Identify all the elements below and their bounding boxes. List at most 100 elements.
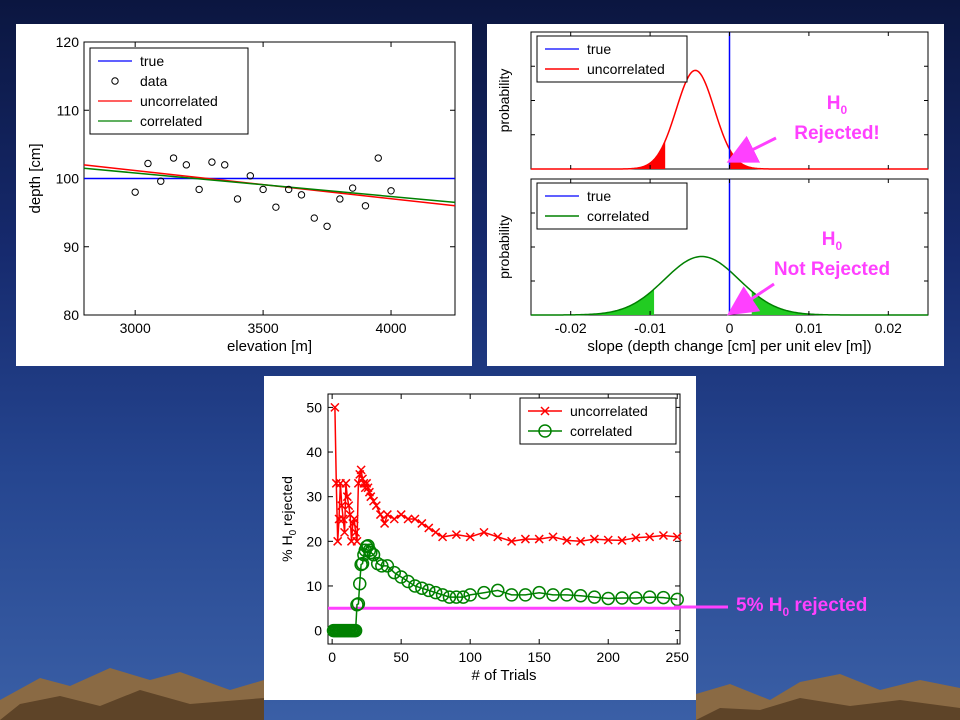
- legend-marker-correlated: [538, 424, 552, 438]
- shaded-tail: [531, 289, 655, 315]
- data-point-uncorrelated: [351, 527, 361, 537]
- data-point-uncorrelated: [342, 492, 352, 502]
- y-tick-label: 10: [306, 578, 322, 594]
- data-point-correlated: [491, 583, 505, 598]
- data-point-uncorrelated: [417, 518, 427, 528]
- data-point-uncorrelated: [369, 496, 379, 506]
- data-point-correlated: [352, 576, 367, 591]
- data-point: [131, 188, 139, 196]
- data-point-uncorrelated: [333, 536, 343, 546]
- elevation-depth-chart: 3000 3500 4000 80 90 100 110 120 elevation [m] de…: [27, 34, 456, 355]
- data-point-uncorrelated: [338, 514, 348, 524]
- data-point-correlated: [573, 589, 588, 603]
- data-point-correlated: [560, 588, 574, 602]
- data-point-uncorrelated: [371, 501, 381, 511]
- data-point-uncorrelated: [479, 527, 489, 537]
- data-point-uncorrelated: [507, 536, 517, 546]
- data-point-uncorrelated: [341, 478, 351, 488]
- data-point-correlated: [629, 591, 643, 605]
- data-point-correlated: [415, 581, 429, 595]
- data-point-correlated: [394, 570, 408, 584]
- data-point-uncorrelated: [380, 518, 390, 528]
- data-point: [144, 159, 152, 168]
- y-tick-label: 0: [314, 623, 322, 639]
- y-tick-label: 20: [306, 533, 322, 549]
- data-point-uncorrelated: [493, 532, 503, 542]
- x-tick-label: 150: [528, 649, 552, 665]
- data-point-uncorrelated: [672, 532, 682, 542]
- data-point-uncorrelated: [375, 510, 385, 520]
- data-point: [336, 195, 344, 203]
- data-point-correlated: [362, 543, 377, 557]
- data-point: [323, 222, 331, 230]
- data-point-correlated: [656, 590, 671, 605]
- h0-not-rejected-annotation: H0 Not Rejected: [752, 228, 912, 282]
- slope-legend-1: [536, 182, 688, 230]
- legend-label-uncorrelated: uncorrelated: [570, 403, 648, 419]
- data-point-uncorrelated: [576, 536, 586, 546]
- slope-distribution-panel: probability true uncorrelated probability tr…: [487, 24, 944, 366]
- data-point-correlated: [463, 588, 477, 602]
- y-tick-label: 50: [306, 399, 322, 415]
- legend-label-uncorrelated: uncorrelated: [140, 93, 218, 109]
- data-point-uncorrelated: [352, 536, 362, 546]
- data-point-uncorrelated: [534, 534, 544, 544]
- data-point-uncorrelated: [340, 527, 350, 537]
- data-point-correlated: [348, 623, 363, 638]
- data-point-correlated: [387, 565, 402, 580]
- elevation-legend: [89, 47, 249, 135]
- data-point-uncorrelated: [617, 535, 627, 545]
- data-point: [284, 185, 293, 194]
- h0-rejected-annotation: H0 Rejected!: [762, 92, 912, 146]
- data-point-uncorrelated: [396, 510, 406, 520]
- data-point: [157, 177, 165, 185]
- data-point-uncorrelated: [645, 532, 655, 542]
- five-percent-annotation: 5% H0 rejected: [736, 595, 868, 619]
- y-axis-label: probability: [496, 215, 512, 279]
- data-point-correlated: [422, 583, 436, 598]
- data-point-uncorrelated: [382, 510, 392, 520]
- data-point-correlated: [401, 574, 415, 589]
- data-point-uncorrelated: [465, 532, 475, 542]
- data-point-uncorrelated: [410, 514, 420, 524]
- series-line-correlated: [83, 167, 456, 204]
- legend-label-data: data: [140, 73, 167, 89]
- data-point: [169, 154, 178, 162]
- data-point-uncorrelated: [337, 501, 347, 511]
- data-point-correlated: [615, 591, 629, 605]
- data-point: [361, 202, 370, 210]
- data-point-uncorrelated: [330, 402, 340, 412]
- data-point: [348, 184, 357, 192]
- rejection-rate-panel: 0 50 100 150 200 250 0 10 20 30 40 50 # of Trials % H…: [264, 376, 696, 700]
- y-axis-label: probability: [496, 69, 512, 133]
- slope-distribution-charts: probability true uncorrelated probability tr…: [496, 31, 929, 355]
- data-point-correlated: [366, 547, 381, 562]
- data-point-uncorrelated: [603, 535, 613, 545]
- legend-label-true: true: [587, 41, 611, 57]
- data-point-uncorrelated: [349, 514, 359, 524]
- y-axis-label: depth [cm]: [27, 143, 44, 213]
- data-point: [182, 161, 191, 169]
- data-point-uncorrelated: [424, 523, 434, 533]
- data-point-correlated: [364, 545, 378, 560]
- slope-legend-0: [536, 35, 688, 83]
- data-point: [195, 185, 203, 194]
- not-rejected-label: Not Rejected: [773, 258, 891, 280]
- data-point-uncorrelated: [631, 533, 641, 543]
- y-tick-label: 120: [56, 34, 80, 50]
- data-point-correlated: [408, 579, 422, 593]
- x-tick-label: 50: [393, 649, 409, 665]
- data-point: [374, 154, 382, 162]
- data-point-correlated: [670, 592, 684, 607]
- data-point-uncorrelated: [344, 501, 354, 511]
- data-point-uncorrelated: [331, 478, 341, 488]
- y-tick-label: 80: [63, 307, 79, 323]
- x-tick-label: 0: [726, 320, 734, 336]
- data-point-correlated: [532, 585, 546, 600]
- data-point-correlated: [428, 585, 443, 600]
- x-tick-label: 3500: [248, 320, 279, 336]
- legend-label-correlated: correlated: [587, 208, 649, 224]
- legend-label-correlated: correlated: [140, 113, 202, 129]
- x-tick-label: -0.02: [555, 320, 587, 336]
- data-point-correlated: [449, 590, 464, 604]
